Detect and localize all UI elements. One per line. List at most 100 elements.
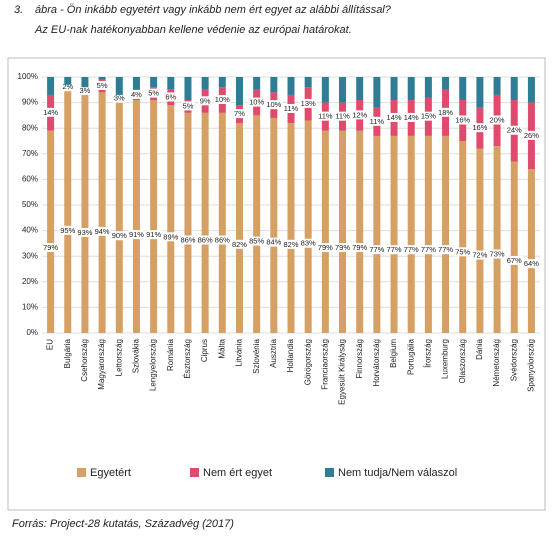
bar-segment xyxy=(424,135,432,333)
data-label: 82% xyxy=(283,240,298,249)
y-tick-label: 30% xyxy=(22,251,38,260)
bar-segment xyxy=(132,100,140,333)
bar-segment xyxy=(64,77,72,85)
figure-number: 3. xyxy=(14,4,23,16)
bar-segment xyxy=(167,77,175,90)
data-label-bg xyxy=(471,123,489,133)
data-label: 20% xyxy=(490,116,505,125)
bar-segment xyxy=(201,112,209,333)
data-label: 77% xyxy=(387,245,402,254)
x-tick-label: Románia xyxy=(166,338,175,371)
data-label: 2% xyxy=(62,82,73,91)
data-label-bg xyxy=(198,96,212,106)
data-label: 9% xyxy=(200,96,211,105)
bar-segment xyxy=(253,77,261,90)
bar-segment xyxy=(510,77,518,101)
bar-segment xyxy=(321,77,329,103)
bar-segment xyxy=(132,77,140,90)
data-label-bg xyxy=(95,80,109,90)
bar-segment xyxy=(304,77,312,88)
data-label: 77% xyxy=(438,245,453,254)
data-label-bg xyxy=(368,116,386,126)
data-label: 91% xyxy=(146,230,161,239)
x-tick-label: Svédország xyxy=(509,339,518,381)
bar-segment xyxy=(235,77,243,106)
data-label: 86% xyxy=(198,236,213,245)
bar-segment xyxy=(201,77,209,90)
y-tick-label: 100% xyxy=(18,72,38,81)
data-label: 3% xyxy=(114,94,125,103)
legend-swatch xyxy=(77,468,86,477)
bar-segment xyxy=(184,112,192,333)
y-tick-label: 60% xyxy=(22,175,38,184)
data-label: 5% xyxy=(97,81,108,90)
x-tick-label: Portugália xyxy=(406,338,415,375)
legend-label: Egyetért xyxy=(90,467,131,479)
data-label: 6% xyxy=(165,92,176,101)
bar-segment xyxy=(339,130,347,333)
bar-segment xyxy=(253,115,261,334)
data-label-bg xyxy=(181,101,195,111)
data-label-bg xyxy=(196,235,214,245)
bar-segment xyxy=(115,102,123,333)
data-label-bg xyxy=(42,243,60,253)
data-label: 79% xyxy=(43,243,58,252)
data-label-bg xyxy=(147,88,161,98)
bar-segment xyxy=(510,161,518,333)
bar-segment xyxy=(98,92,106,333)
bar-segment xyxy=(527,77,535,103)
data-label-bg xyxy=(454,247,472,257)
x-tick-label: Ciprus xyxy=(200,339,209,362)
data-label-bg xyxy=(454,115,472,125)
bar-segment xyxy=(98,77,106,80)
data-label-bg xyxy=(385,245,403,255)
data-label-bg xyxy=(385,112,403,122)
bar-segment xyxy=(390,77,398,101)
data-label: 79% xyxy=(352,243,367,252)
data-label: 26% xyxy=(524,131,539,140)
data-label-bg xyxy=(230,239,249,249)
x-tick-label: Ausztria xyxy=(269,338,278,367)
bar-segment xyxy=(47,130,55,333)
data-label-bg xyxy=(488,115,506,125)
data-label: 12% xyxy=(352,110,367,119)
data-label-bg xyxy=(471,250,489,260)
chart-title: ábra - Ön inkább egyetért vagy inkább ne… xyxy=(35,4,392,16)
x-tick-label: Észtország xyxy=(183,339,192,379)
data-label: 79% xyxy=(335,243,350,252)
y-tick-label: 90% xyxy=(22,98,38,107)
data-label-bg xyxy=(334,111,352,121)
x-tick-label: Lettország xyxy=(114,339,123,376)
data-label: 3% xyxy=(80,86,91,95)
y-tick-label: 80% xyxy=(22,123,38,132)
data-label: 73% xyxy=(490,249,505,258)
data-label: 10% xyxy=(266,100,281,109)
data-label: 89% xyxy=(163,232,178,241)
bar-segment xyxy=(235,123,243,333)
data-label-bg xyxy=(317,111,334,121)
data-label: 11% xyxy=(318,112,333,121)
x-tick-label: Bulgária xyxy=(63,338,72,368)
bar-segment xyxy=(493,77,501,95)
data-label: 86% xyxy=(180,236,195,245)
data-label: 84% xyxy=(266,238,281,247)
bar-segment xyxy=(459,141,467,333)
source: Forrás: Project-28 kutatás, Századvég (2… xyxy=(12,518,234,530)
data-label: 90% xyxy=(112,231,127,240)
data-label-bg xyxy=(110,231,129,241)
bar-segment xyxy=(287,77,295,95)
bar-segment xyxy=(493,146,501,333)
data-label: 64% xyxy=(524,259,539,268)
bar-segment xyxy=(81,94,89,333)
bar-segment xyxy=(270,77,278,93)
bar-segment xyxy=(390,135,398,333)
data-label: 18% xyxy=(438,108,453,117)
chart-subtitle: Az EU-nak hatékonyabban kellene védenie … xyxy=(34,24,352,36)
bar-segment xyxy=(47,77,55,95)
bar-segment xyxy=(527,169,535,333)
legend-label: Nem ért egyet xyxy=(203,467,272,479)
data-label: 75% xyxy=(455,247,470,256)
x-tick-label: Szlovénia xyxy=(252,338,261,373)
bar-segment xyxy=(373,77,381,108)
data-label-bg xyxy=(419,111,438,121)
